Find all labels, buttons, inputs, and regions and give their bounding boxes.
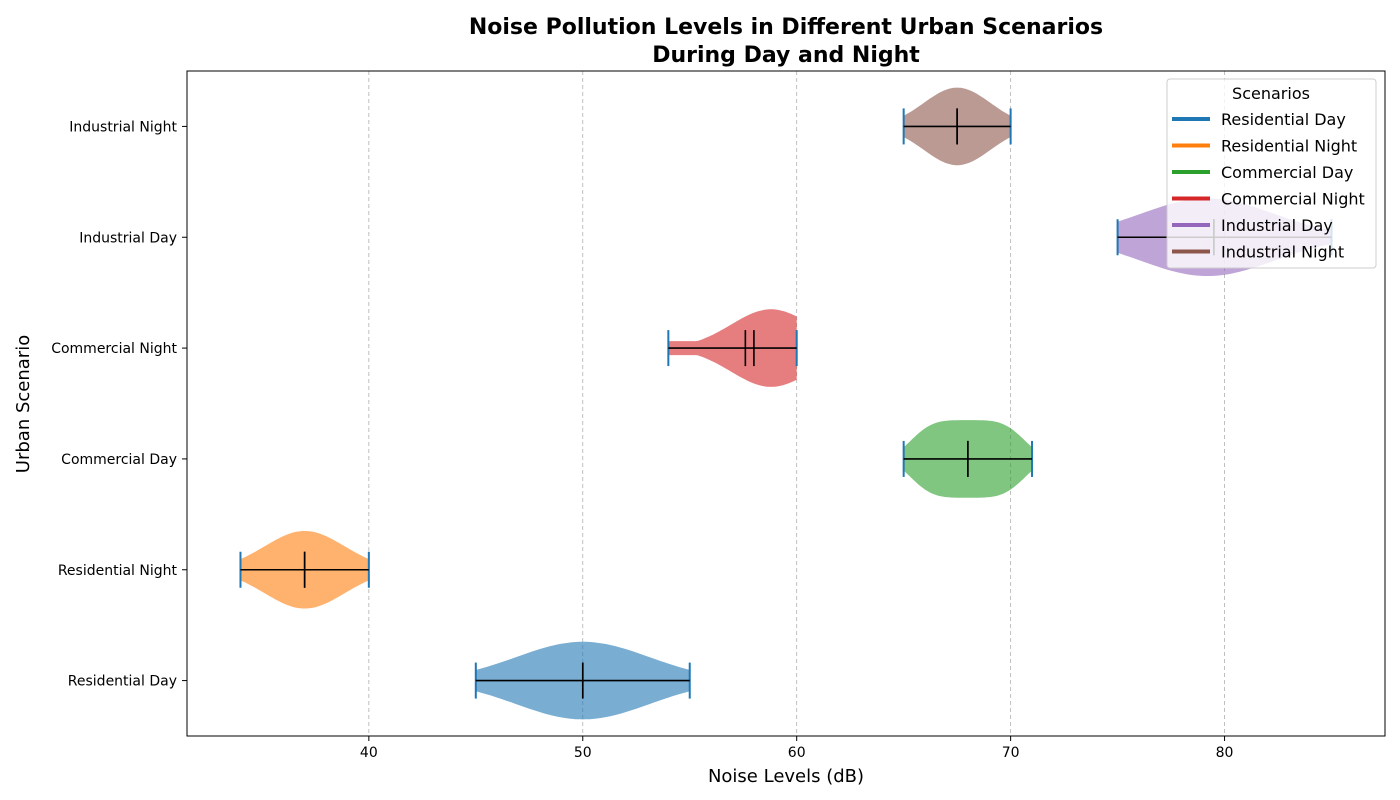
y-tick-label: Residential Night — [58, 563, 178, 579]
x-axis-label: Noise Levels (dB) — [708, 766, 864, 787]
y-tick-label: Industrial Night — [69, 119, 177, 135]
legend-title: Scenarios — [1232, 84, 1310, 103]
legend-label: Industrial Day — [1221, 216, 1333, 235]
violin-residential-night — [239, 531, 370, 609]
y-tick-label: Residential Day — [68, 674, 177, 690]
legend-label: Residential Day — [1221, 110, 1346, 129]
x-tick-label: 50 — [574, 745, 592, 761]
legend-item: Industrial Day — [1172, 216, 1333, 235]
x-tick-label: 80 — [1216, 745, 1234, 761]
violin-commercial-day — [902, 420, 1034, 498]
x-axis-ticks: 40 50 60 70 80 — [360, 736, 1234, 761]
legend-label: Industrial Night — [1221, 243, 1344, 262]
legend-label: Commercial Night — [1221, 190, 1365, 209]
legend-label: Residential Night — [1221, 137, 1357, 156]
legend-item: Industrial Night — [1172, 243, 1344, 262]
legend-item: Residential Night — [1172, 137, 1357, 156]
violin-residential-day — [474, 641, 691, 720]
x-tick-label: 70 — [1002, 745, 1020, 761]
y-axis-label: Urban Scenario — [13, 335, 34, 473]
plot-area-frame — [186, 70, 1386, 737]
x-tick-label: 40 — [360, 745, 378, 761]
legend-item: Commercial Night — [1172, 190, 1365, 209]
chart-title-line1: Noise Pollution Levels in Different Urba… — [469, 15, 1103, 40]
legend-label: Commercial Day — [1221, 163, 1353, 182]
grid-lines — [368, 71, 1225, 736]
legend-item: Commercial Day — [1172, 163, 1353, 182]
violin-commercial-night — [667, 309, 798, 387]
violin-industrial-night — [902, 87, 1012, 166]
x-tick-label: 60 — [788, 745, 806, 761]
y-axis-ticks: Residential Day Residential Night Commerci… — [51, 119, 187, 690]
y-tick-label: Commercial Day — [61, 452, 177, 468]
legend-item: Residential Day — [1172, 110, 1346, 129]
legend: Scenarios Residential Day Residential Nig… — [1166, 78, 1377, 269]
y-tick-label: Industrial Day — [79, 230, 177, 246]
legend-items: Residential Day Residential Night Commerci… — [1172, 110, 1365, 262]
chart-title-line2: During Day and Night — [652, 43, 920, 68]
legend-box — [1166, 78, 1377, 269]
y-tick-label: Commercial Night — [51, 341, 177, 357]
